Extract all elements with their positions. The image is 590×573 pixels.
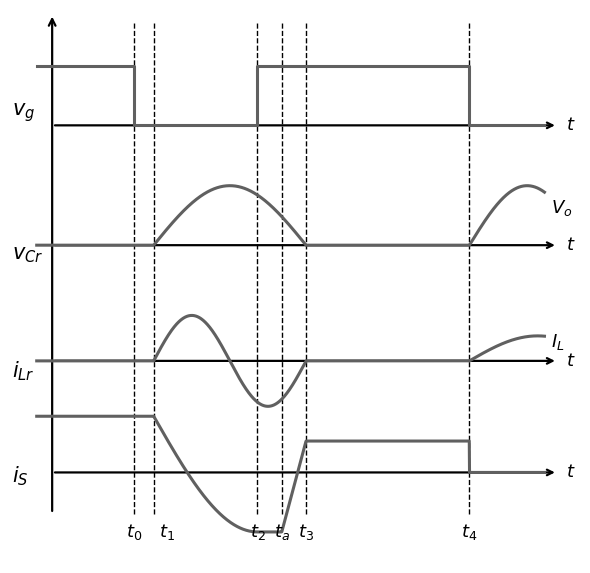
Text: $i_S$: $i_S$ xyxy=(12,465,29,488)
Text: $t_4$: $t_4$ xyxy=(461,522,477,542)
Text: $I_L$: $I_L$ xyxy=(551,332,565,352)
Text: $t$: $t$ xyxy=(566,464,575,481)
Text: $t_a$: $t_a$ xyxy=(274,522,290,542)
Text: $v_{Cr}$: $v_{Cr}$ xyxy=(12,245,44,265)
Text: $v_g$: $v_g$ xyxy=(12,101,35,124)
Text: $t_0$: $t_0$ xyxy=(126,522,142,542)
Text: $t_2$: $t_2$ xyxy=(250,522,266,542)
Text: $V_o$: $V_o$ xyxy=(551,198,572,218)
Text: $t$: $t$ xyxy=(566,352,575,370)
Text: $t$: $t$ xyxy=(566,236,575,254)
Text: $t$: $t$ xyxy=(566,116,575,134)
Text: $t_1$: $t_1$ xyxy=(159,522,175,542)
Text: $i_{Lr}$: $i_{Lr}$ xyxy=(12,359,35,383)
Text: $t_3$: $t_3$ xyxy=(298,522,314,542)
